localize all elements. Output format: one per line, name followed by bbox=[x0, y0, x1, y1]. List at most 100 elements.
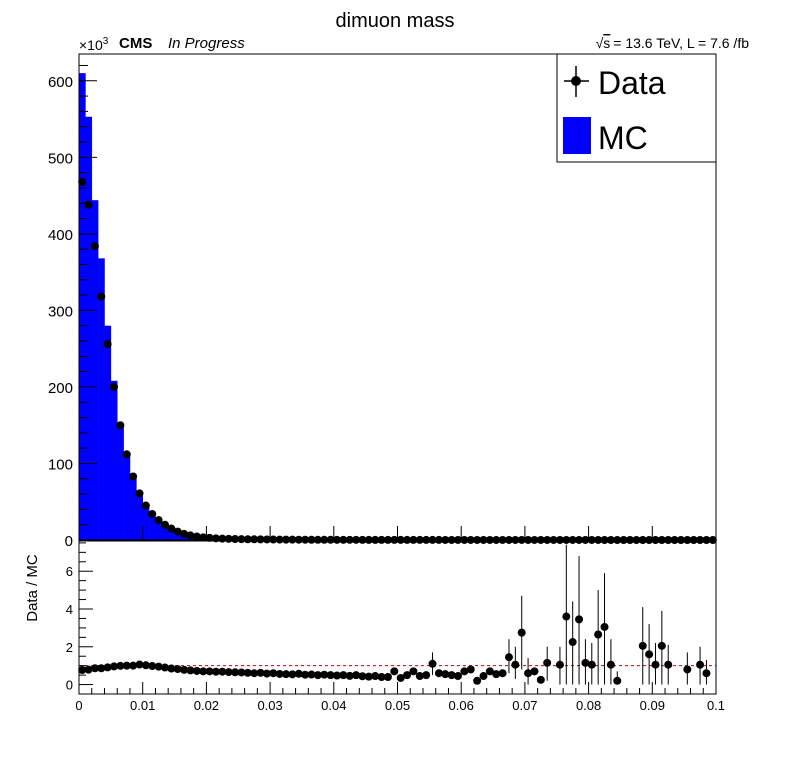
y-multiplier-base: ×10 bbox=[79, 37, 103, 53]
ratio-point bbox=[473, 676, 482, 685]
ratio-point bbox=[288, 670, 297, 679]
ratio-point bbox=[664, 660, 673, 669]
ratio-point bbox=[409, 667, 418, 676]
ratio-point bbox=[186, 666, 195, 675]
lower-y-tick-label: 0 bbox=[66, 678, 73, 693]
data-point bbox=[148, 509, 157, 518]
lower-panel-axes: 0 2 4 6 0 0.01 0.02 0.03 0.04 0.05 0.06 0.07 0.08 0.0… bbox=[66, 540, 725, 713]
mc-bar bbox=[136, 493, 143, 540]
ratio-point bbox=[683, 665, 692, 674]
ratio-point bbox=[422, 671, 431, 680]
lower-y-tick-label: 2 bbox=[66, 640, 73, 655]
lower-x-tick-label: 0.09 bbox=[640, 698, 665, 713]
ratio-point bbox=[517, 628, 526, 637]
ratio-y-axis-label: Data / MC bbox=[24, 554, 41, 622]
data-point bbox=[154, 516, 163, 525]
ratio-point bbox=[78, 666, 87, 675]
ratio-point bbox=[600, 622, 609, 631]
lower-x-tick-label: 0.05 bbox=[385, 698, 410, 713]
mc-bar bbox=[161, 526, 169, 540]
ratio-point bbox=[250, 669, 259, 678]
ratio-point bbox=[282, 670, 291, 679]
legend-mc-label: MC bbox=[598, 120, 648, 156]
ratio-point bbox=[441, 670, 450, 679]
ratio-point bbox=[129, 661, 138, 670]
legend-data-label: Data bbox=[598, 65, 666, 101]
ratio-point bbox=[180, 665, 189, 674]
mc-bar bbox=[117, 423, 124, 540]
ratio-point bbox=[173, 665, 182, 674]
data-point bbox=[103, 340, 112, 349]
ratio-point bbox=[498, 669, 507, 678]
ratio-point bbox=[160, 663, 169, 672]
data-point bbox=[160, 520, 169, 529]
ratio-point bbox=[224, 668, 233, 677]
ratio-point bbox=[110, 662, 119, 671]
ratio-point bbox=[167, 664, 176, 673]
ratio-point bbox=[657, 641, 666, 650]
ratio-point bbox=[148, 662, 157, 671]
ratio-point bbox=[320, 670, 329, 679]
ratio-point bbox=[275, 669, 284, 678]
ratio-point bbox=[135, 660, 144, 669]
ratio-point bbox=[345, 671, 354, 680]
ratio-point bbox=[530, 667, 539, 676]
ratio-point bbox=[466, 665, 475, 674]
ratio-point bbox=[199, 667, 208, 676]
ratio-point bbox=[301, 670, 310, 679]
ratio-point bbox=[332, 671, 341, 680]
ratio-point bbox=[638, 641, 647, 650]
ratio-point bbox=[428, 659, 437, 668]
upper-y-tick-label: 600 bbox=[48, 74, 73, 91]
chart-title: dimuon mass bbox=[336, 10, 455, 32]
ratio-point bbox=[594, 630, 603, 639]
ratio-point bbox=[434, 669, 443, 678]
ratio-point bbox=[339, 671, 348, 680]
ratio-point bbox=[326, 671, 335, 680]
upper-y-tick-label: 100 bbox=[48, 456, 73, 473]
mc-bar bbox=[174, 533, 182, 540]
ratio-point bbox=[205, 667, 214, 676]
experiment-label: CMS bbox=[119, 35, 152, 52]
ratio-point bbox=[262, 669, 271, 678]
ratio-point bbox=[454, 672, 463, 681]
ratio-point bbox=[390, 667, 399, 676]
ratio-point bbox=[415, 672, 424, 681]
ratio-point bbox=[192, 666, 201, 675]
upper-y-tick-label: 0 bbox=[65, 533, 73, 550]
mc-bar bbox=[168, 530, 175, 540]
ratio-point bbox=[568, 638, 577, 647]
lower-y-tick-label: 6 bbox=[66, 564, 73, 579]
upper-y-tick-label: 400 bbox=[48, 227, 73, 244]
energy-lumi-text: = 13.6 TeV, L = 7.6 /fb bbox=[613, 35, 749, 51]
ratio-point bbox=[606, 660, 615, 669]
ratio-point bbox=[383, 673, 392, 681]
data-point bbox=[84, 200, 93, 209]
data-point bbox=[186, 531, 195, 540]
data-point bbox=[116, 421, 125, 430]
data-point bbox=[78, 177, 87, 186]
ratio-point bbox=[141, 661, 150, 670]
mc-bar bbox=[142, 506, 150, 540]
ratio-point bbox=[504, 653, 513, 662]
ratio-point bbox=[479, 672, 488, 681]
mc-bar bbox=[85, 116, 93, 540]
lower-x-tick-label: 0.04 bbox=[321, 698, 346, 713]
ratio-point bbox=[536, 675, 545, 684]
mc-bar bbox=[91, 200, 99, 540]
upper-y-tick-label: 500 bbox=[48, 150, 73, 167]
lower-x-tick-label: 0.02 bbox=[194, 698, 219, 713]
ratio-point bbox=[651, 660, 660, 669]
ratio-point bbox=[555, 660, 564, 669]
data-point bbox=[199, 533, 208, 542]
ratio-point bbox=[154, 662, 163, 671]
ratio-point bbox=[377, 673, 386, 681]
lower-x-tick-label: 0.01 bbox=[130, 698, 155, 713]
mc-bar bbox=[123, 454, 131, 540]
data-point bbox=[129, 472, 138, 481]
ratio-point bbox=[562, 612, 571, 621]
ratio-point bbox=[702, 669, 711, 678]
data-point bbox=[90, 242, 99, 251]
ratio-point bbox=[116, 661, 125, 670]
